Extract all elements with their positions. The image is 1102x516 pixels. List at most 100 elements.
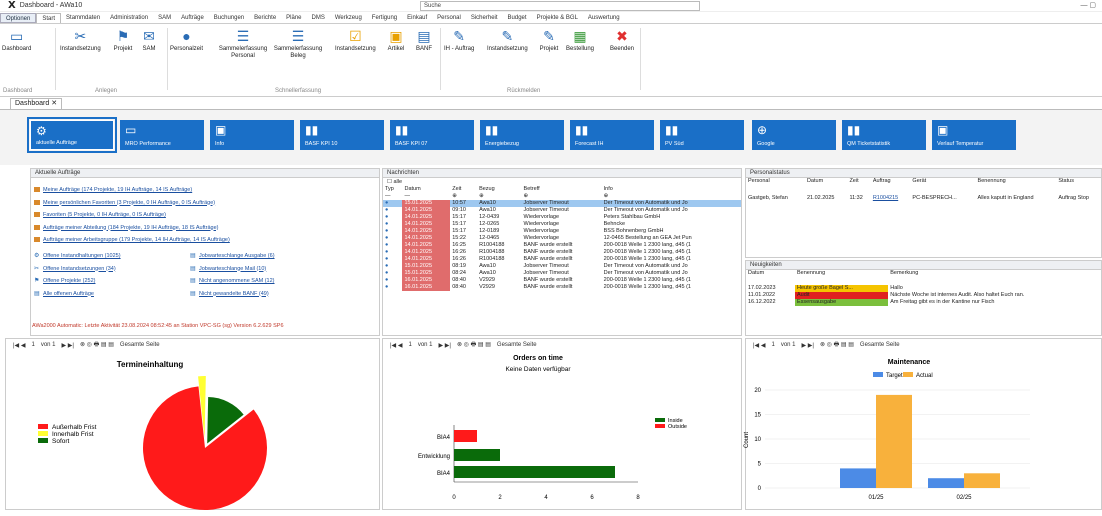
ribbon-button-3[interactable]: ✉ SAM [138,26,160,53]
queue-link-2[interactable]: ▤ Nicht angenommene SAM (12) [190,277,275,284]
table-row[interactable]: ● 14.01.2025 15:17 12-0189 Wiedervorlage BSS … [383,228,741,235]
menu-tab-9[interactable]: DMS [311,15,325,21]
dashboard-tile-9[interactable]: ▮▮ QM Ticketstatistik [842,120,926,150]
column-header[interactable]: Benennung [977,178,1006,184]
table-row[interactable]: 16.12.2022 Essensausgabe Am Freitag gibt e… [746,299,1101,306]
menu-tab-5[interactable]: Aufträge [181,15,204,21]
menu-tab-2[interactable]: Stammdaten [66,15,101,21]
ribbon-button-10[interactable]: ✎ IH - Auftrag [444,26,474,53]
table-row[interactable]: ● 14.01.2025 16:26 R1004188 BANF wurde erste… [383,249,741,256]
filter-all[interactable]: ☐ alle [387,179,403,185]
order-link-2[interactable]: Favoriten (5 Projekte, 0 IH Aufträge, 0 … [34,212,166,218]
zoom-select[interactable]: Gesamte Seite [496,342,537,348]
menu-tab-8[interactable]: Pläne [286,15,302,21]
next-page-icon[interactable]: ▶ ▶| [801,342,814,349]
open-link-2[interactable]: ⚑ Offene Projekte (252) [34,277,95,284]
menu-tab-11[interactable]: Fertigung [371,15,398,21]
order-link-3[interactable]: Aufträge meiner Abteilung (184 Projekte,… [34,225,219,231]
menu-tab-3[interactable]: Administration [110,15,149,21]
first-page-icon[interactable]: |◀ ◀ [13,342,26,349]
ribbon-button-8[interactable]: ▣ Artikel [385,26,407,53]
ribbon-button-12[interactable]: ✎ Projekt [538,26,560,53]
order-link-1[interactable]: Meine persönlichen Favoriten (3 Projekte… [34,200,215,206]
queue-link-0[interactable]: ▤ Jobwarteschlange Ausgabe (6) [190,252,275,259]
print-icon[interactable]: ⊗ ◎ 🖶 ▤ ▤ [819,342,854,348]
table-row[interactable]: ● 14.01.2025 16:25 R1004188 BANF wurde erste… [383,242,741,249]
print-icon[interactable]: ⊗ ◎ 🖶 ▤ ▤ [456,342,491,348]
dashboard-tile-1[interactable]: ▭ MRO Performance [120,120,204,150]
queue-link-1[interactable]: ▤ Jobwarteschlange Mail (10) [190,265,266,272]
menu-tab-7[interactable]: Berichte [254,15,277,21]
menu-tab-13[interactable]: Personal [437,15,461,21]
menu-tab-14[interactable]: Sicherheit [470,15,498,21]
dashboard-tile-4[interactable]: ▮▮ BASF KPI 07 [390,120,474,150]
table-row[interactable]: ● 15.01.2025 08:24 Awa10 Jobserver Timeout De… [383,270,741,277]
menu-tab-12[interactable]: Einkauf [407,15,428,21]
column-header[interactable]: Datum [748,270,765,276]
filter-cell[interactable]: — [404,193,410,199]
dashboard-tile-7[interactable]: ▮▮ PV Süd [660,120,744,150]
menu-tab-0[interactable]: Optionen [0,13,37,23]
ribbon-button-1[interactable]: ✂ Instandsetzung [60,26,101,53]
column-header[interactable]: Datum [404,186,421,192]
next-page-icon[interactable]: ▶ ▶| [438,342,451,349]
page-number[interactable]: 1 [408,342,412,348]
column-header[interactable]: Bemerkung [890,270,919,276]
column-header[interactable]: Typ [385,186,394,192]
column-header[interactable]: Zeit [452,186,462,192]
ribbon-button-4[interactable]: ● Personalzeit [170,26,203,53]
table-row[interactable]: 11.01.2022 Audit Nächste Woche ist interne… [746,292,1101,299]
dashboard-tile-10[interactable]: ▣ Verlauf Temperatur [932,120,1016,150]
zoom-select[interactable]: Gesamte Seite [859,342,900,348]
filter-cell[interactable]: ⊕ [479,193,484,199]
first-page-icon[interactable]: |◀ ◀ [753,342,766,349]
filter-cell[interactable]: — [385,193,391,199]
queue-link-3[interactable]: ▤ Nicht gewandelte BANF (49) [190,290,269,297]
dashboard-tile-5[interactable]: ▮▮ Energiebezug [480,120,564,150]
column-header[interactable]: Info [603,186,613,192]
dashboard-tile-6[interactable]: ▮▮ Forecast IH [570,120,654,150]
print-icon[interactable]: ⊗ ◎ 🖶 ▤ ▤ [79,342,114,348]
column-header[interactable]: Personal [748,178,770,184]
order-link-0[interactable]: Meine Aufträge (174 Projekte, 19 IH Auft… [34,187,192,193]
column-header[interactable]: Betreff [523,186,540,192]
table-row[interactable]: ● 14.01.2025 15:17 12-0265 Wiedervorlage Behn… [383,221,741,228]
column-header[interactable]: Datum [806,178,824,184]
first-page-icon[interactable]: |◀ ◀ [390,342,403,349]
open-link-1[interactable]: ✂ Offene Instandsetzungen (34) [34,265,116,272]
ribbon-button-6[interactable]: ☰ Sammelerfassung Beleg [268,26,328,60]
table-row[interactable]: ● 16.01.2025 08:40 V2929 BANF wurde erstellt… [383,277,741,284]
order-link-4[interactable]: Aufträge meiner Arbeitsgruppe (179 Proje… [34,237,230,243]
ribbon-button-9[interactable]: ▤ BANF [413,26,435,53]
dashboard-tile-0[interactable]: ⚙ aktuelle Aufträge [27,117,117,153]
table-row[interactable]: ● 15.01.2025 08:19 Awa10 Jobserver Timeout De… [383,263,741,270]
ribbon-button-7[interactable]: ☑ Instandsetzung [335,26,376,53]
column-header[interactable]: Benennung [797,270,826,276]
filter-cell[interactable]: ⊕ [523,193,529,199]
menu-tab-17[interactable]: Auswertung [587,15,620,21]
table-row[interactable]: ● 14.01.2025 15:22 12-0465 Wiedervorlage 12-0… [383,235,741,242]
table-row[interactable]: Gastgeb, Stefan 21.02.2025 11:32 R1004215 PC… [746,195,1101,202]
table-row[interactable]: 17.02.2023 Heute große Bagel S... Hallo [746,285,1101,292]
dashboard-tile-3[interactable]: ▮▮ BASF KPI 10 [300,120,384,150]
window-controls[interactable]: — ▢ [1080,2,1096,9]
filter-cell[interactable]: ⊕ [452,193,457,199]
ribbon-button-5[interactable]: ☰ Sammelerfassung Personal [213,26,273,60]
page-number[interactable]: 1 [771,342,775,348]
menu-tab-4[interactable]: SAM [158,15,172,21]
column-header[interactable]: Zeit [849,178,859,184]
dashboard-tile-2[interactable]: ▣ Info [210,120,294,150]
ribbon-button-13[interactable]: ▦ Bestellung [566,26,594,53]
zoom-select[interactable]: Gesamte Seite [119,342,160,348]
menu-tab-1[interactable]: Start [36,13,62,23]
next-page-icon[interactable]: ▶ ▶| [61,342,74,349]
ribbon-button-2[interactable]: ⚑ Projekt [112,26,134,53]
column-header[interactable]: Bezug [479,186,495,192]
table-row[interactable]: ● 15.01.2025 10:57 Awa10 Jobserver Timeout De… [383,200,741,207]
page-number[interactable]: 1 [31,342,35,348]
ribbon-button-14[interactable]: ✖ Beenden [610,26,634,53]
filter-cell[interactable]: ⊕ [603,193,609,199]
menu-tab-6[interactable]: Buchungen [213,15,245,21]
open-link-3[interactable]: ▤ Alle offenen Aufträge [34,290,94,297]
menu-tab-15[interactable]: Budget [507,15,527,21]
